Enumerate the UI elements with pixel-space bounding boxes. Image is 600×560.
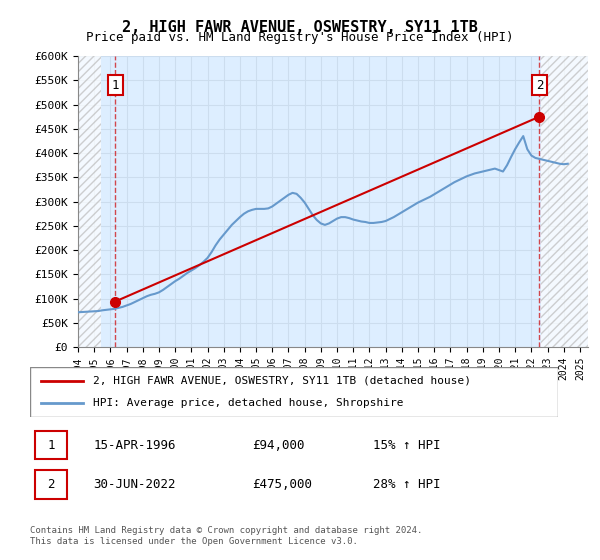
Bar bbox=[78, 56, 101, 347]
Text: 2, HIGH FAWR AVENUE, OSWESTRY, SY11 1TB: 2, HIGH FAWR AVENUE, OSWESTRY, SY11 1TB bbox=[122, 20, 478, 35]
Text: 2, HIGH FAWR AVENUE, OSWESTRY, SY11 1TB (detached house): 2, HIGH FAWR AVENUE, OSWESTRY, SY11 1TB … bbox=[94, 376, 472, 386]
Text: Price paid vs. HM Land Registry's House Price Index (HPI): Price paid vs. HM Land Registry's House … bbox=[86, 31, 514, 44]
Text: 1: 1 bbox=[47, 438, 55, 452]
Text: £475,000: £475,000 bbox=[252, 478, 312, 491]
Text: £94,000: £94,000 bbox=[252, 438, 304, 452]
FancyBboxPatch shape bbox=[35, 431, 67, 459]
FancyBboxPatch shape bbox=[35, 470, 67, 498]
Text: 28% ↑ HPI: 28% ↑ HPI bbox=[373, 478, 440, 491]
Text: 15% ↑ HPI: 15% ↑ HPI bbox=[373, 438, 440, 452]
Text: 2: 2 bbox=[47, 478, 55, 491]
Text: 2: 2 bbox=[536, 78, 543, 92]
FancyBboxPatch shape bbox=[30, 367, 558, 417]
Text: 1: 1 bbox=[112, 78, 119, 92]
Text: Contains HM Land Registry data © Crown copyright and database right 2024.
This d: Contains HM Land Registry data © Crown c… bbox=[30, 526, 422, 546]
Text: 30-JUN-2022: 30-JUN-2022 bbox=[94, 478, 176, 491]
Text: 15-APR-1996: 15-APR-1996 bbox=[94, 438, 176, 452]
Text: HPI: Average price, detached house, Shropshire: HPI: Average price, detached house, Shro… bbox=[94, 398, 404, 408]
